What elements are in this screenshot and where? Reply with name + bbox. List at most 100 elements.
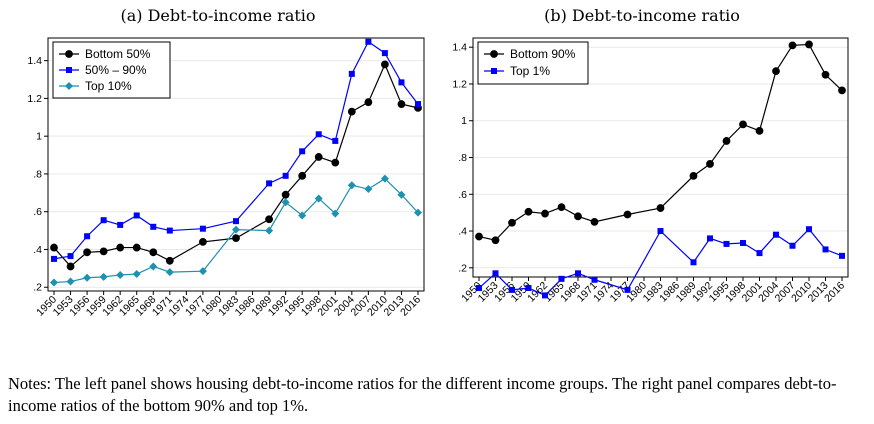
panel-a-series-1-point-16 [365, 38, 372, 45]
panel-b-series-1-point-8 [624, 286, 631, 293]
panel-a-series-1-point-13 [315, 131, 322, 138]
panel-a-legend-label-1: 50% – 90% [85, 63, 147, 77]
panel-b-legend-label-1: Top 1% [510, 64, 550, 78]
panel-b-series-1-point-15 [773, 231, 779, 238]
panel-a-ytick-label-1: .4 [33, 244, 42, 256]
panel-b-series-1-point-9 [657, 228, 664, 235]
panel-b-ytick-label-0: .2 [458, 262, 467, 274]
panel-a-series-2-point-7 [165, 268, 174, 277]
panel-a-series-1-point-15 [348, 70, 355, 77]
panel-a-series-1-point-0 [51, 255, 57, 262]
panel-b-series-0-point-12 [722, 137, 731, 145]
panel-b-series-1-point-5 [558, 275, 565, 282]
panel-b-ytick-label-5: 1.2 [452, 78, 467, 90]
panel-a-series-2-point-5 [132, 270, 141, 279]
panel-b-series-0-point-10 [689, 171, 698, 180]
chart-notes: Notes: The left panel shows housing debt… [8, 374, 837, 415]
panel-a-series-0-point-11 [281, 190, 290, 199]
panel-b-series-1-point-2 [509, 286, 515, 293]
panel-a-series-1-point-8 [199, 225, 206, 232]
panel-b-series-0-point-13 [739, 120, 747, 129]
panel-a-series-2-point-4 [116, 270, 125, 279]
panel-b-series-1-point-3 [525, 285, 532, 292]
panel-b-legend-marker-0 [490, 50, 498, 58]
panel-b-series-0-point-0 [475, 232, 483, 241]
panel-a-series-2-point-0 [50, 278, 58, 287]
panel-a-series-1-point-4 [117, 221, 124, 228]
panel-b-series-0-point-1 [491, 236, 500, 245]
panel-a-series-1-point-9 [233, 218, 239, 225]
panel-a-ytick-label-0: .2 [33, 282, 42, 294]
panel-b-series-0-point-2 [508, 218, 516, 227]
panel-b-series-1-point-6 [575, 270, 581, 277]
panel-b-series-1-point-10 [690, 259, 697, 266]
panel-a-legend-marker-1 [66, 67, 72, 73]
panel-a-series-0-point-7 [165, 256, 174, 265]
panel-a-series-1-point-1 [67, 253, 74, 260]
panel-a-series-2-point-18 [397, 190, 406, 199]
panel-a-series-0-point-12 [298, 171, 307, 180]
panel-a-series-0-point-5 [132, 243, 141, 252]
panel-a-series-0-point-2 [83, 248, 91, 257]
panel-b-legend-label-0: Bottom 90% [510, 47, 576, 61]
panel-a-series-2-point-2 [83, 273, 92, 282]
panel-a-series-0-point-8 [199, 238, 207, 246]
panel-a-series-2-point-10 [265, 226, 274, 235]
panel-b-series-1-point-16 [789, 242, 796, 249]
panel-a-title: (a) Debt-to-income ratio [120, 6, 315, 25]
panel-b-xtick-label-22: 2016 [822, 280, 847, 305]
panel-b-series-0-point-5 [557, 203, 566, 212]
panel-b-series-1-point-7 [591, 276, 598, 283]
panel-a-series-1-point-2 [84, 233, 91, 240]
panel-b-series-1-point-18 [822, 246, 829, 253]
panel-b-series-0-point-19 [838, 86, 846, 95]
panel-a-series-2-point-9 [232, 225, 240, 234]
panel-b-series-0-point-6 [574, 212, 582, 221]
panel-a-series-0-point-17 [381, 60, 389, 69]
panel-a-xtick-label-22: 2016 [398, 294, 423, 319]
panel-a-series-2-point-16 [364, 185, 373, 194]
panel-a-series-0-point-6 [149, 248, 158, 257]
panel-a-series-0-point-18 [397, 100, 406, 108]
panel-b-series-1-point-0 [476, 285, 482, 292]
panel-b-series-0-point-8 [623, 210, 632, 219]
panel-a-series-2-point-15 [347, 181, 356, 190]
panel-a-ytick-label-6: 1.4 [27, 55, 42, 67]
panel-b-ytick-label-4: 1 [461, 115, 467, 127]
panel-a-series-2-point-1 [66, 277, 75, 286]
panel-a-series-0-point-0 [50, 243, 58, 252]
panel-b-series-1-point-12 [723, 240, 730, 247]
panel-b-series-0-point-16 [788, 41, 797, 50]
panel-b-ytick-label-1: .4 [458, 226, 467, 238]
panel-b-series-0-point-11 [706, 160, 714, 168]
panel-a-series-2-point-13 [314, 194, 323, 203]
panel-a-series-0-point-16 [364, 98, 373, 107]
panel-a-series-2-point-14 [331, 209, 340, 218]
panel-a-series-2-point-19 [414, 208, 422, 217]
panel-b-series-0-point-18 [821, 70, 830, 79]
panel-a-legend-marker-0 [65, 50, 73, 58]
panel-a-series-2-point-12 [298, 211, 307, 220]
panel-b: (b) Debt-to-income ratio .2 .4 .6 .8 1 1.2 1.4… [452, 6, 849, 305]
panel-a-series-0-point-3 [99, 247, 108, 256]
panel-a-ytick-label-3: .8 [33, 168, 42, 180]
panel-a-series-1-point-12 [299, 148, 306, 155]
panel-a: (a) Debt-to-income ratio .2 .4 .6 .8 1 1.2 1.4… [27, 6, 425, 319]
panel-b-series-0-point-7 [590, 217, 599, 226]
panel-a-series-1-point-7 [166, 227, 173, 234]
panel-a-series-2-point-3 [99, 272, 108, 281]
panel-a-series-0-point-4 [116, 243, 125, 252]
panel-b-series-1-point-11 [707, 235, 713, 242]
panel-b-series-0-point-9 [656, 204, 665, 212]
panel-b-series-0-point-15 [772, 67, 780, 75]
panel-b-series-1-point-13 [740, 239, 746, 246]
panel-a-series-1-point-17 [381, 50, 388, 57]
panel-a-series-2-point-6 [149, 262, 158, 271]
panel-a-ytick-label-4: 1 [36, 131, 42, 143]
panel-a-series-1-point-10 [266, 180, 273, 187]
panel-b-ytick-label-2: .6 [458, 189, 467, 201]
panel-a-series-1-point-19 [415, 101, 421, 108]
panel-b-ytick-label-3: .8 [458, 152, 467, 164]
panel-b-ytick-label-6: 1.4 [452, 42, 467, 54]
